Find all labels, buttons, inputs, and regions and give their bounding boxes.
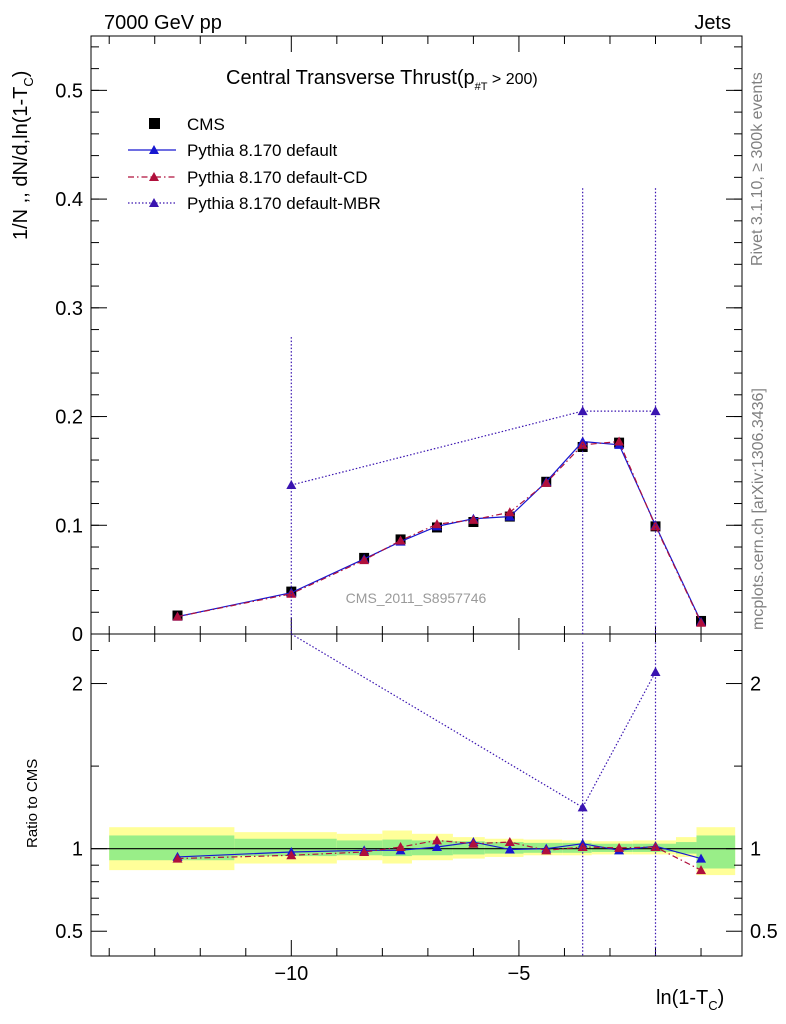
series-marker [541,477,552,487]
ratio-tick-label-right: 2 [750,674,761,696]
legend-marker-cms [149,118,160,129]
ratio-band-inner [109,835,235,861]
y-axis-label-sub: C [21,77,36,86]
series-marker [696,617,707,627]
series-line [177,440,702,623]
rivet-label: Rivet 3.1.10, ≥ 300k events [749,72,766,266]
chart-title-sub: #T [475,81,488,93]
x-axis-label-tail: ) [718,987,725,1009]
ratio-series-marker [172,853,183,863]
ratio-series-marker [696,853,707,863]
y-tick-label: 0 [72,624,83,646]
x-axis-label-main: ln(1-T [656,987,708,1009]
ratio-tick-label-right: 1 [750,839,761,861]
x-tick-label: −10 [274,963,308,985]
main-axis-ticks: 0 0.1 0.2 0.3 0.4 0.5 [55,46,742,646]
legend-label: Pythia 8.170 default-CD [187,168,368,187]
chart-title: Central Transverse Thrust(p#T > 200) [226,67,538,93]
x-axis-label-sub: C [708,998,717,1013]
ratio-series-marker [541,845,552,855]
mcplots-label: mcplots.cern.ch [arXiv:1306.3436] [750,388,767,630]
ratio-series-line [177,841,702,860]
ratio-series-line [291,633,657,809]
ratio-series-marker [614,842,625,852]
ratio-series-marker [431,835,442,845]
legend-label: Pythia 8.170 default-MBR [187,194,381,213]
y-axis-label-tail: ) [10,71,32,78]
header-right: Jets [694,12,731,34]
ratio-tick-label-right: 0.5 [750,921,778,943]
ratio-tick-label: 1 [72,839,83,861]
series-marker [395,535,406,545]
series-marker [172,611,183,621]
ratio-panel-frame [90,633,743,957]
ratio-series-marker [286,850,297,860]
y-tick-label: 0.3 [55,298,83,320]
ratio-tick-label: 2 [72,674,83,696]
main-series [172,188,707,634]
x-axis-label: ln(1-TC) [656,987,724,1013]
x-tick-label: −5 [508,963,531,985]
legend: CMS Pythia 8.170 default Pythia 8.170 defa… [128,115,381,213]
ratio-series-marker [395,842,406,852]
ratio-series-marker [696,865,707,875]
ratio-series-marker [504,837,515,847]
series-marker [614,436,625,446]
legend-label: Pythia 8.170 default [187,141,338,160]
legend-marker [149,172,159,181]
chart-title-main: Central Transverse Thrust(p [226,67,475,89]
legend-label: CMS [187,115,225,134]
x-axis-ticks: −10 −5 [108,36,702,985]
series-marker [650,521,661,531]
ratio-band-inner [675,842,697,854]
ratio-band-inner [523,842,563,853]
ratio-series-marker [504,844,515,854]
series-marker [468,514,479,524]
ratio-axis-ticks: 0.5 0.5 1 1 2 2 [55,650,778,943]
analysis-watermark: CMS_2011_S8957746 [346,590,487,606]
series-line [177,440,702,622]
ratio-series-marker [359,846,370,856]
legend-marker [149,198,159,207]
series-marker [504,507,515,517]
y-axis-label: 1/N ,, dN/d,ln(1-TC) [10,71,36,240]
ratio-series-marker [431,842,442,852]
series-marker [650,406,661,416]
series-line [291,410,656,486]
ratio-series-line [177,839,702,871]
ratio-series-marker [468,838,479,848]
y-tick-label: 0.1 [55,515,83,537]
legend-marker [149,145,159,154]
y-tick-label: 0.4 [55,189,83,211]
series-marker [431,519,442,529]
ratio-y-axis-label: Ratio to CMS [24,759,41,848]
ratio-tick-label: 0.5 [55,921,83,943]
ratio-band-inner [696,835,736,869]
header-left: 7000 GeV pp [104,12,222,34]
series-marker [359,555,370,565]
series-marker [577,406,588,416]
y-tick-label: 0.5 [55,80,83,102]
y-axis-label-main: 1/N ,, dN/d,ln(1-T [10,87,32,240]
y-tick-label: 0.2 [55,407,83,429]
chart-title-tail: > 200) [487,71,537,88]
ratio-uncertainty-bands [91,827,742,876]
ratio-series [172,633,707,956]
